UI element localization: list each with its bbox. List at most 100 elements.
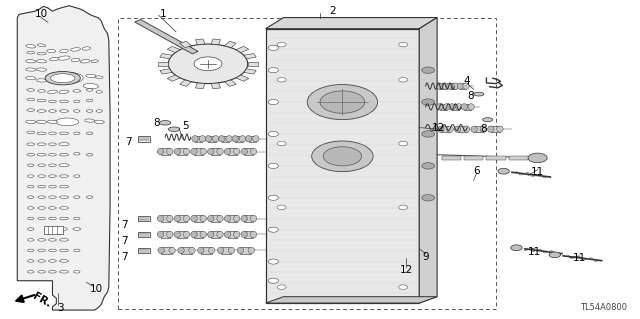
Ellipse shape — [38, 196, 45, 198]
Ellipse shape — [59, 164, 69, 167]
Ellipse shape — [51, 72, 83, 84]
Ellipse shape — [209, 247, 215, 254]
Ellipse shape — [158, 247, 164, 254]
Ellipse shape — [449, 104, 455, 110]
Bar — [227, 215, 237, 222]
Ellipse shape — [224, 148, 230, 155]
Ellipse shape — [38, 207, 45, 209]
Text: 3: 3 — [58, 303, 64, 313]
Ellipse shape — [60, 217, 68, 220]
Circle shape — [422, 99, 435, 105]
Ellipse shape — [207, 231, 214, 238]
Polygon shape — [160, 54, 172, 59]
Ellipse shape — [60, 196, 68, 198]
Text: 10: 10 — [35, 9, 48, 19]
Ellipse shape — [157, 148, 164, 155]
Ellipse shape — [49, 132, 56, 135]
Ellipse shape — [71, 58, 80, 62]
Ellipse shape — [60, 49, 68, 53]
Ellipse shape — [241, 231, 248, 238]
Bar — [266, 29, 419, 303]
Text: 4: 4 — [464, 76, 470, 86]
Ellipse shape — [250, 215, 257, 222]
Ellipse shape — [83, 84, 99, 89]
Bar — [138, 136, 150, 142]
Ellipse shape — [237, 247, 244, 254]
Ellipse shape — [38, 271, 45, 273]
Bar — [138, 248, 150, 253]
Circle shape — [268, 259, 278, 264]
Ellipse shape — [36, 60, 47, 63]
Ellipse shape — [183, 148, 189, 155]
Ellipse shape — [37, 44, 46, 47]
Bar — [211, 148, 220, 155]
Bar — [194, 231, 204, 238]
Polygon shape — [158, 62, 168, 66]
Polygon shape — [196, 83, 205, 89]
Ellipse shape — [82, 47, 91, 50]
Ellipse shape — [49, 196, 56, 198]
Ellipse shape — [59, 90, 69, 93]
Ellipse shape — [200, 215, 207, 222]
Ellipse shape — [38, 217, 45, 220]
Ellipse shape — [224, 215, 230, 222]
Ellipse shape — [95, 76, 103, 78]
Ellipse shape — [27, 153, 35, 156]
Ellipse shape — [483, 118, 493, 122]
Ellipse shape — [49, 239, 56, 241]
Ellipse shape — [49, 164, 56, 167]
Ellipse shape — [27, 109, 35, 111]
Polygon shape — [266, 297, 437, 303]
Ellipse shape — [442, 83, 449, 89]
Bar — [235, 136, 243, 142]
Text: 7: 7 — [122, 252, 128, 262]
Circle shape — [277, 141, 286, 146]
Polygon shape — [17, 6, 110, 310]
Ellipse shape — [74, 110, 80, 112]
Ellipse shape — [86, 74, 96, 78]
Ellipse shape — [74, 196, 80, 198]
Text: 6: 6 — [474, 166, 480, 176]
Ellipse shape — [28, 271, 34, 273]
Ellipse shape — [27, 143, 35, 145]
Ellipse shape — [245, 136, 252, 142]
Ellipse shape — [38, 260, 45, 262]
Ellipse shape — [28, 185, 34, 188]
Ellipse shape — [60, 175, 68, 177]
Polygon shape — [244, 54, 256, 59]
Ellipse shape — [37, 52, 46, 55]
Text: FR.: FR. — [31, 291, 52, 309]
Ellipse shape — [234, 148, 240, 155]
Polygon shape — [419, 18, 437, 303]
Ellipse shape — [74, 271, 80, 273]
Bar — [161, 148, 170, 155]
Bar — [244, 215, 253, 222]
Circle shape — [422, 195, 435, 201]
Ellipse shape — [234, 215, 240, 222]
Bar — [177, 148, 186, 155]
Polygon shape — [167, 46, 180, 53]
Circle shape — [549, 252, 561, 258]
Text: 11: 11 — [573, 253, 586, 263]
Circle shape — [399, 141, 408, 146]
Bar — [241, 247, 252, 254]
Circle shape — [268, 100, 278, 105]
Circle shape — [277, 205, 286, 210]
Bar — [465, 104, 471, 110]
Ellipse shape — [37, 143, 46, 145]
Bar — [44, 226, 63, 234]
Ellipse shape — [174, 215, 180, 222]
Ellipse shape — [94, 120, 104, 123]
Ellipse shape — [60, 207, 68, 209]
Text: 8: 8 — [154, 118, 160, 128]
Ellipse shape — [26, 120, 36, 123]
Ellipse shape — [38, 90, 45, 92]
Bar — [138, 216, 150, 221]
Polygon shape — [211, 39, 220, 45]
Ellipse shape — [191, 215, 197, 222]
Ellipse shape — [28, 217, 34, 220]
Polygon shape — [180, 80, 191, 86]
Ellipse shape — [38, 249, 45, 252]
Ellipse shape — [73, 90, 81, 92]
Text: 11: 11 — [528, 247, 541, 257]
